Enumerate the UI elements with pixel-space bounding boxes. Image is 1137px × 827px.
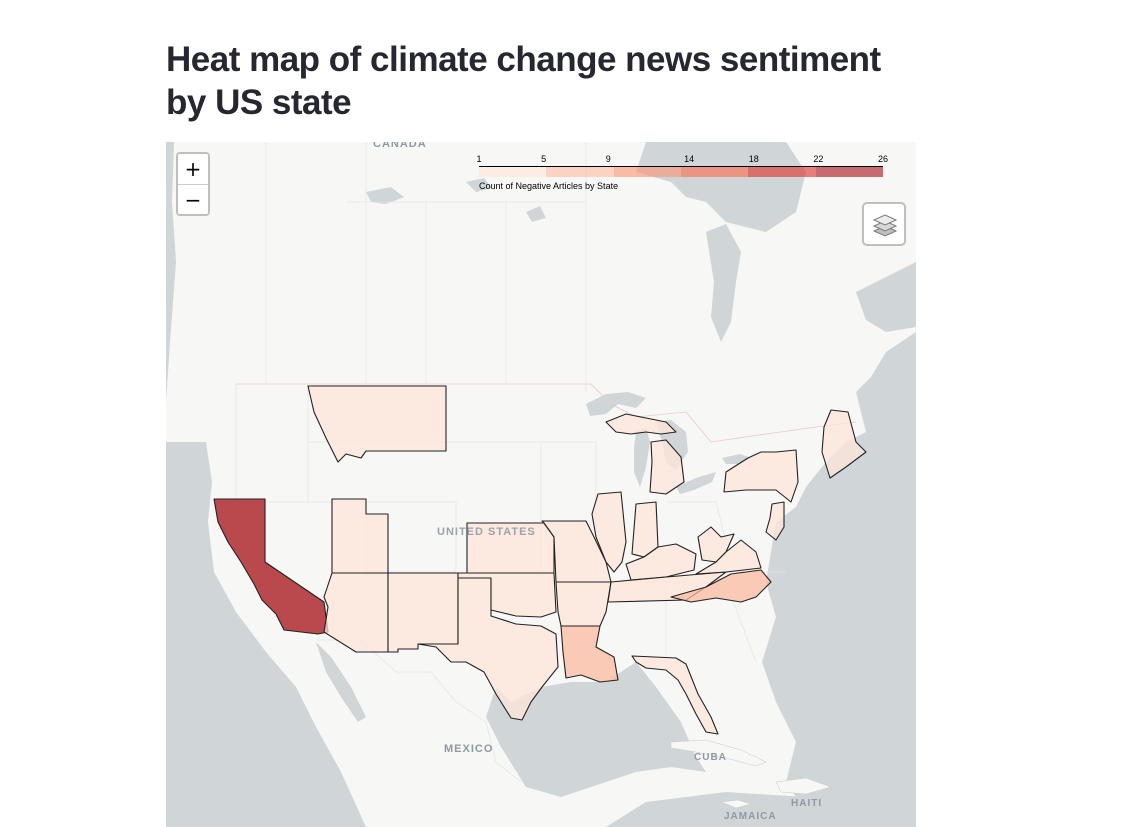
state-utah bbox=[331, 498, 389, 574]
legend-tick: 5 bbox=[541, 154, 547, 164]
label-jamaica: JAMAICA bbox=[724, 811, 777, 822]
state-michigan bbox=[605, 413, 685, 495]
basemap[interactable] bbox=[166, 142, 916, 827]
legend-bin bbox=[815, 167, 883, 177]
state-arkansas bbox=[555, 581, 612, 627]
legend-bin bbox=[546, 167, 614, 177]
legend-ticks: 1 5 9 14 18 22 26 bbox=[476, 154, 888, 166]
state-maine bbox=[821, 409, 867, 479]
label-mexico: MEXICO bbox=[444, 743, 494, 755]
legend-tick: 26 bbox=[877, 154, 889, 164]
legend-bin bbox=[613, 167, 681, 177]
james-bay bbox=[706, 224, 741, 342]
caribbean-sea bbox=[606, 792, 886, 827]
state-indiana bbox=[631, 501, 659, 558]
zoom-control: + − bbox=[176, 152, 210, 216]
state-virginia bbox=[695, 539, 762, 575]
legend-tick: 1 bbox=[476, 154, 482, 164]
gulf-of-california bbox=[316, 642, 366, 722]
label-haiti: HAITI bbox=[791, 798, 823, 809]
hispaniola-island bbox=[775, 777, 832, 795]
state-texas bbox=[417, 577, 559, 721]
color-legend: 1 5 9 14 18 22 26 Count of Negative Articles b… bbox=[476, 154, 888, 191]
state-oklahoma bbox=[457, 572, 557, 618]
state-louisiana bbox=[560, 625, 619, 683]
label-united-states: UNITED STATES bbox=[437, 526, 536, 538]
legend-bin bbox=[479, 167, 547, 177]
label-cuba: CUBA bbox=[694, 752, 727, 763]
gulf-of-mexico bbox=[486, 662, 706, 797]
newfoundland-sea bbox=[856, 262, 916, 332]
state-illinois bbox=[591, 491, 627, 573]
state-new-york bbox=[723, 449, 799, 503]
zoom-in-button[interactable]: + bbox=[178, 154, 208, 184]
map-canvas[interactable]: CANADA UNITED STATES MEXICO CUBA HAITI J… bbox=[166, 142, 916, 827]
legend-tick: 22 bbox=[813, 154, 824, 164]
layer-control-button[interactable] bbox=[862, 202, 906, 246]
lake-michigan bbox=[634, 427, 650, 487]
legend-tick: 18 bbox=[748, 154, 759, 164]
jamaica-island bbox=[720, 799, 752, 809]
state-north-carolina bbox=[670, 569, 772, 603]
zoom-out-button[interactable]: − bbox=[178, 184, 208, 214]
legend-caption: Count of Negative Articles by State bbox=[479, 181, 619, 191]
state-florida bbox=[631, 655, 719, 735]
state-new-mexico bbox=[387, 572, 459, 653]
cuba-island bbox=[670, 739, 767, 767]
legend-tick: 14 bbox=[684, 154, 695, 164]
label-canada: CANADA bbox=[373, 142, 427, 150]
lake-superior bbox=[586, 392, 646, 416]
state-new-jersey bbox=[765, 501, 785, 541]
state-kansas bbox=[466, 522, 555, 574]
state-california bbox=[213, 498, 329, 635]
legend-color-bar bbox=[479, 166, 883, 177]
lake-erie bbox=[676, 472, 716, 494]
legend-bin bbox=[680, 167, 749, 177]
atlantic-ocean bbox=[762, 332, 916, 827]
state-montana bbox=[307, 385, 447, 463]
hudson-bay bbox=[636, 142, 806, 232]
layers-icon bbox=[872, 214, 898, 237]
canada-us-border bbox=[236, 383, 857, 443]
page-title: Heat map of climate change news sentimen… bbox=[166, 40, 881, 122]
province-borders bbox=[265, 142, 587, 392]
state-west-virginia bbox=[697, 526, 735, 563]
legend-bin bbox=[748, 167, 816, 177]
legend-tick: 9 bbox=[605, 154, 611, 164]
pacific-ocean bbox=[166, 142, 366, 827]
